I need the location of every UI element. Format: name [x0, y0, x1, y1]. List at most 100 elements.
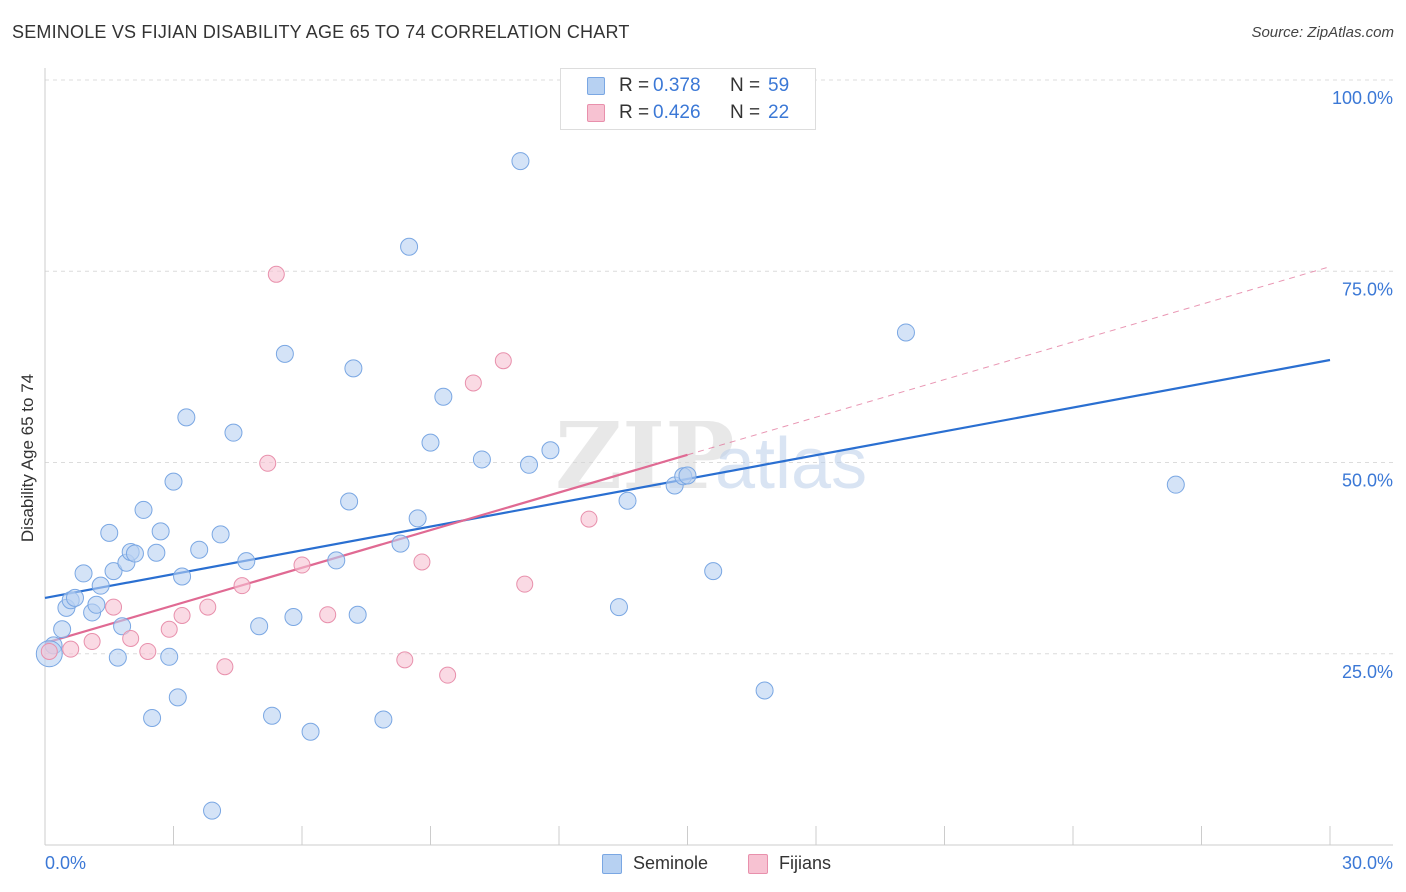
seminole-point [91, 576, 110, 595]
seminole-point [53, 620, 72, 639]
seminole-point [408, 509, 427, 528]
seminole-point [151, 522, 170, 541]
seminole-point [263, 706, 282, 725]
legend-box: R = 0.378 N = 59 R = 0.426 N = 22 [560, 68, 816, 130]
seminole-point [678, 466, 697, 485]
seminole-point [348, 605, 367, 624]
seminole-point [704, 562, 723, 581]
watermark-zip: ZIP [555, 402, 734, 510]
fijians-point [233, 577, 251, 595]
seminole-point [250, 617, 269, 636]
fijians-point [580, 510, 598, 528]
seminole-point [177, 408, 196, 427]
y-tick-label: 50.0% [1342, 471, 1393, 491]
seminole-swatch [587, 77, 605, 95]
bottom-legend-label: Seminole [633, 853, 709, 873]
y-tick-label: 100.0% [1332, 88, 1393, 108]
seminole-point [434, 387, 453, 406]
legend-r-value: 0.426 [653, 102, 701, 123]
seminole-point [275, 344, 294, 363]
seminole-swatch [602, 854, 622, 874]
legend-n-value: 59 [768, 75, 790, 96]
seminole-point [374, 710, 393, 729]
seminole-point [327, 551, 346, 570]
seminole-point [108, 648, 127, 667]
fijians-point [319, 606, 337, 624]
fijians-point [516, 575, 534, 593]
seminole-point [190, 540, 209, 559]
legend-r-label: R = [619, 102, 650, 123]
seminole-point [164, 472, 183, 491]
y-tick-label: 75.0% [1342, 279, 1393, 299]
fijians-point [413, 553, 431, 571]
y-tick-label: 25.0% [1342, 662, 1393, 682]
seminole-point [284, 608, 303, 627]
seminole-point [65, 588, 84, 607]
data-points [35, 152, 1185, 820]
fijians-point [62, 640, 80, 658]
seminole-point [173, 567, 192, 586]
tick-labels: 25.0% 50.0% 75.0% 100.0% 0.0% 30.0% [45, 88, 1393, 873]
fijians-point [396, 651, 414, 669]
seminole-point [609, 598, 628, 617]
x-tick-label: 0.0% [45, 853, 86, 873]
seminole-point [203, 801, 222, 820]
fijians-swatch [587, 104, 605, 122]
seminole-point [100, 523, 119, 542]
fijians-point [464, 374, 482, 392]
seminole-point [237, 552, 256, 571]
axes [44, 68, 1393, 846]
watermark-atlas: atlas [715, 424, 867, 504]
fijians-point [40, 642, 58, 660]
legend-r-value: 0.378 [653, 75, 701, 96]
seminole-point [472, 450, 491, 469]
x-tick-label: 30.0% [1342, 853, 1393, 873]
seminole-point [340, 492, 359, 511]
watermark: ZIP atlas [555, 402, 867, 510]
legend-n-label: N = [730, 75, 761, 96]
seminole-point [134, 500, 153, 519]
seminole-point [74, 564, 93, 583]
fijians-point [293, 556, 311, 574]
seminole-point [168, 688, 187, 707]
seminole-point [104, 562, 123, 581]
y-axis-label: Disability Age 65 to 74 [18, 374, 37, 542]
seminole-point [147, 543, 166, 562]
seminole-point [143, 709, 162, 728]
fijians-point [105, 598, 123, 616]
fijians-point [199, 598, 217, 616]
fijians-point [122, 629, 140, 647]
seminole-point [541, 441, 560, 460]
seminole-point [618, 491, 637, 510]
fijians-trend-extension [687, 266, 1331, 456]
fijians-trend-line [44, 453, 688, 645]
seminole-point [125, 544, 144, 563]
seminole-point [224, 423, 243, 442]
source-credit: Source: ZipAtlas.com [1251, 24, 1394, 41]
fijians-point [83, 633, 101, 651]
seminole-point [896, 323, 915, 342]
seminole-point [400, 237, 419, 256]
legend-n-value: 22 [768, 102, 790, 123]
seminole-point [344, 359, 363, 378]
seminole-point [301, 722, 320, 741]
seminole-point [113, 617, 132, 636]
seminole-point [391, 534, 410, 553]
fijians-point [160, 620, 178, 638]
fijians-point [216, 658, 234, 676]
seminole-point [160, 647, 179, 666]
seminole-point [211, 525, 230, 544]
seminole-point [520, 455, 539, 474]
fijians-point [259, 454, 277, 472]
legend-n-label: N = [730, 102, 761, 123]
fijians-point [139, 642, 157, 660]
seminole-point [511, 152, 530, 171]
fijians-point [494, 352, 512, 370]
legend-r-label: R = [619, 75, 650, 96]
fijians-point [267, 265, 285, 283]
fijians-swatch [748, 854, 768, 874]
fijians-point [439, 666, 457, 684]
seminole-point [421, 433, 440, 452]
fijians-point [173, 607, 191, 624]
